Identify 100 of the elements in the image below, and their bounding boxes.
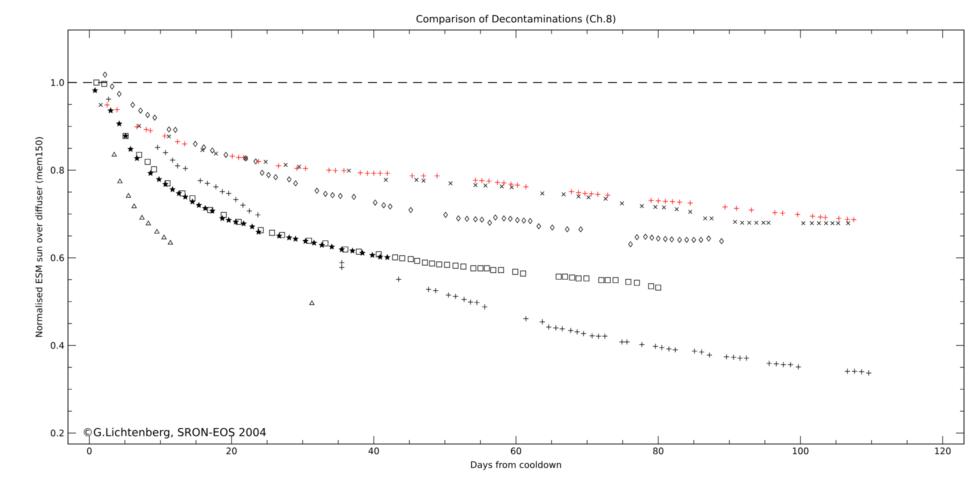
- point: [309, 300, 314, 305]
- point: [655, 198, 662, 204]
- point: [306, 238, 312, 244]
- point: [293, 180, 298, 186]
- x-axis-title: Days from cooldown: [471, 461, 562, 470]
- point: [478, 265, 484, 272]
- x-tick-label: 80: [653, 448, 664, 454]
- point: [276, 162, 282, 169]
- point: [311, 240, 317, 246]
- x-tick-label: 60: [510, 448, 522, 454]
- x-tick-label: 20: [226, 448, 237, 454]
- y-tick-label: 0.4: [50, 342, 64, 349]
- point: [501, 180, 507, 186]
- point: [640, 204, 644, 208]
- point: [653, 204, 658, 210]
- point: [747, 220, 752, 225]
- point: [314, 188, 320, 194]
- point: [136, 152, 142, 158]
- point: [421, 178, 426, 183]
- point: [173, 126, 178, 133]
- point: [162, 133, 168, 139]
- x-tick-label: 100: [792, 448, 808, 454]
- point: [562, 192, 566, 196]
- point: [436, 261, 442, 268]
- point: [161, 234, 167, 240]
- point: [562, 274, 568, 280]
- point: [372, 200, 378, 206]
- x-tick-label: 0: [87, 448, 92, 454]
- point: [240, 220, 246, 226]
- point: [684, 236, 689, 243]
- point: [370, 170, 377, 176]
- point: [377, 170, 384, 176]
- point: [332, 168, 338, 174]
- point: [174, 138, 180, 145]
- point: [493, 214, 498, 220]
- point: [824, 221, 828, 226]
- point: [94, 80, 100, 86]
- point: [112, 152, 117, 156]
- point: [101, 80, 108, 87]
- point: [754, 220, 759, 225]
- point: [422, 260, 428, 266]
- point: [494, 180, 500, 186]
- point: [92, 88, 98, 93]
- point: [429, 260, 435, 266]
- point: [323, 190, 328, 197]
- point: [409, 172, 416, 179]
- point: [464, 216, 470, 222]
- point: [478, 178, 485, 184]
- point: [703, 216, 708, 221]
- point: [734, 205, 740, 212]
- point: [480, 216, 484, 223]
- point: [126, 193, 131, 198]
- point: [286, 234, 292, 240]
- point: [322, 240, 328, 246]
- point: [279, 232, 285, 238]
- point: [810, 213, 816, 220]
- point: [146, 220, 151, 226]
- point: [236, 218, 242, 225]
- point: [193, 140, 198, 147]
- point: [138, 108, 143, 114]
- point: [330, 192, 335, 198]
- point: [384, 170, 390, 176]
- point: [196, 202, 202, 208]
- point: [512, 268, 518, 275]
- point: [102, 72, 108, 78]
- point: [190, 195, 196, 202]
- point: [364, 170, 370, 176]
- point: [508, 216, 513, 222]
- point: [772, 210, 778, 216]
- point: [598, 277, 604, 284]
- point: [648, 198, 654, 204]
- point: [266, 172, 271, 178]
- y-tick-label: 0.2: [50, 430, 64, 436]
- point: [408, 256, 414, 262]
- point: [256, 158, 262, 164]
- point: [294, 166, 300, 172]
- point: [472, 177, 478, 184]
- point: [381, 202, 386, 208]
- point: [677, 236, 682, 243]
- point: [292, 236, 298, 242]
- point: [156, 176, 162, 182]
- x-tick-label: 120: [935, 448, 951, 454]
- point: [520, 270, 526, 276]
- point: [706, 236, 711, 242]
- point: [224, 152, 228, 158]
- point: [490, 267, 496, 273]
- point: [264, 160, 268, 164]
- point: [229, 153, 236, 160]
- point: [128, 146, 134, 152]
- point: [502, 215, 506, 222]
- point: [550, 224, 555, 230]
- point: [273, 174, 278, 180]
- point: [370, 252, 376, 258]
- point: [698, 236, 704, 243]
- chart-title: Comparison of Decontaminations (Ch.8): [416, 14, 616, 24]
- point: [810, 221, 814, 226]
- point: [586, 195, 591, 200]
- point: [182, 140, 188, 147]
- point: [536, 223, 542, 230]
- point: [569, 274, 576, 280]
